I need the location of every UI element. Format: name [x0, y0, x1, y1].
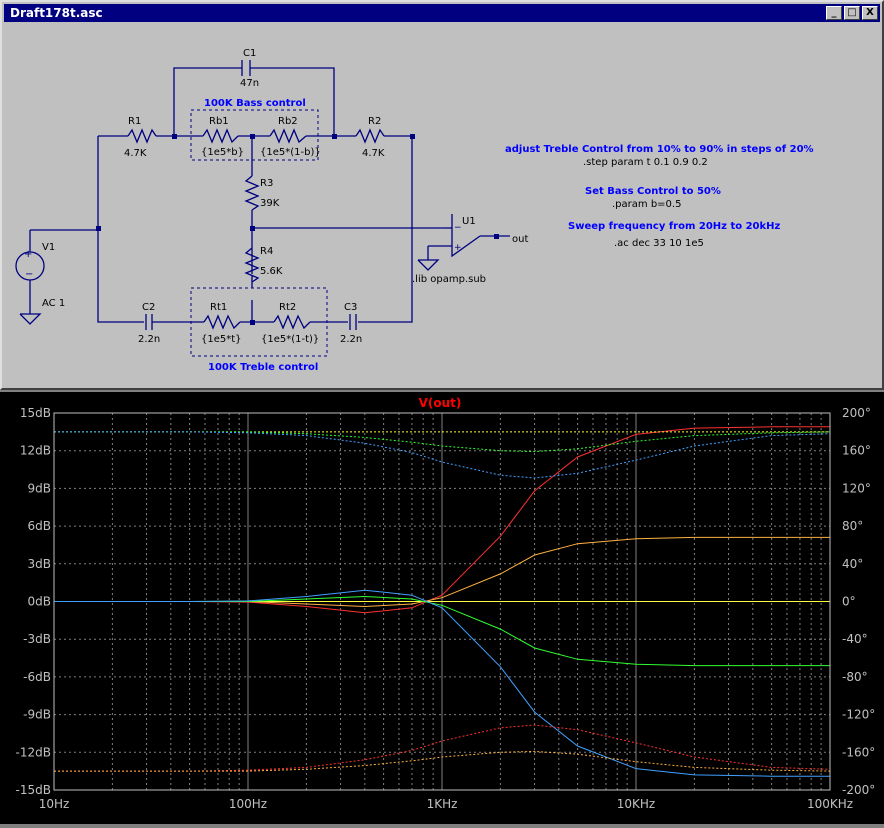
y-tick-label: -6dB: [23, 670, 51, 684]
phase-trace-9[interactable]: [54, 431, 831, 479]
rb1-name: Rb1: [209, 116, 229, 127]
rt1-name: Rt1: [210, 302, 227, 313]
c3-name: C3: [344, 302, 357, 313]
rb2-name: Rb2: [278, 116, 298, 127]
r3-value: 39K: [260, 198, 280, 209]
phase-tick-label: 80°: [842, 519, 863, 533]
bass-note: Set Bass Control to 50%: [585, 186, 721, 197]
bass-control-box: [190, 109, 319, 161]
phase-tick-label: 160°: [842, 444, 871, 458]
magnitude-trace-4[interactable]: [54, 589, 830, 777]
y-axis-ticks: 15dB 12dB 9dB 6dB 3dB 0dB -3dB -6dB -9dB -12dB -15…: [16, 406, 51, 797]
schematic-drawing: + − − + C1 47n R1 4.7K Rb1 {1e5*b} Rb2 {…: [15, 48, 814, 373]
phase-tick-label: -200°: [842, 783, 875, 797]
ac-directive: .ac dec 33 10 1e5: [614, 238, 704, 249]
v1-plus-sign: +: [24, 249, 32, 260]
r3-name: R3: [260, 178, 273, 189]
u1-name: U1: [462, 216, 476, 227]
y-tick-label: -15dB: [16, 783, 51, 797]
opamp-plus-sign: +: [454, 243, 462, 253]
maximize-button[interactable]: □: [844, 6, 860, 20]
step-directive: .step param t 0.1 0.9 0.2: [583, 157, 708, 168]
title-bar[interactable]: Draft178t.asc _ □ X: [4, 4, 880, 22]
y-tick-label: 3dB: [28, 557, 51, 571]
bode-plot[interactable]: V(out) 10Hz 100Hz 1KHz 10KHz 100KHz 15dB 12dB…: [0, 392, 884, 824]
r1-name: R1: [128, 116, 141, 127]
plot-title: V(out): [419, 396, 462, 410]
close-button[interactable]: X: [862, 6, 878, 20]
c3-value: 2.2n: [340, 334, 362, 345]
rt2-name: Rt2: [279, 302, 296, 313]
y-tick-label: 6dB: [28, 519, 51, 533]
plot-frame: [53, 412, 831, 791]
treble-control-box: [190, 287, 328, 357]
c2-value: 2.2n: [138, 334, 160, 345]
phase-tick-label: -120°: [842, 708, 875, 722]
phase-trace-8[interactable]: [54, 431, 831, 453]
sweep-note: Sweep frequency from 20Hz to 20kHz: [568, 221, 781, 232]
x-tick-label: 100KHz: [807, 797, 853, 811]
v1-minus-sign: −: [25, 269, 33, 280]
y-tick-label: 15dB: [20, 406, 51, 420]
phase-tick-label: 40°: [842, 557, 863, 571]
phase-tick-label: -80°: [842, 670, 868, 684]
x-tick-label: 10Hz: [39, 797, 70, 811]
waveform-viewer[interactable]: V(out) 10Hz 100Hz 1KHz 10KHz 100KHz 15dB 12dB…: [0, 392, 884, 824]
r4-value: 5.6K: [260, 266, 283, 277]
plot-traces[interactable]: [54, 426, 831, 777]
y-tick-label: -3dB: [23, 632, 51, 646]
rb2-value: {1e5*(1-b)}: [260, 147, 321, 158]
r1-value: 4.7K: [124, 148, 147, 159]
phase-tick-label: -160°: [842, 745, 875, 759]
v1-name: V1: [42, 242, 55, 253]
v1-value: AC 1: [42, 298, 65, 309]
phase-trace-5[interactable]: [54, 724, 831, 772]
phase-axis-ticks: 200° 160° 120° 80° 40° 0° -40° -80° -120° -160° -2…: [842, 406, 875, 797]
r4-name: R4: [260, 246, 273, 257]
c1-name: C1: [243, 48, 256, 59]
x-tick-label: 1KHz: [427, 797, 458, 811]
phase-tick-label: 0°: [842, 595, 856, 609]
out-net-label: out: [512, 234, 528, 245]
treble-note: adjust Treble Control from 10% to 90% in…: [505, 144, 814, 155]
phase-trace-6[interactable]: [54, 750, 831, 772]
window-title: Draft178t.asc: [10, 6, 103, 20]
r2-name: R2: [368, 116, 381, 127]
x-tick-label: 10KHz: [617, 797, 655, 811]
y-tick-label: 0dB: [28, 595, 51, 609]
phase-tick-label: 200°: [842, 406, 871, 420]
param-directive: .param b=0.5: [612, 199, 681, 210]
y-tick-label: -12dB: [16, 745, 51, 759]
x-tick-label: 100Hz: [229, 797, 267, 811]
junction-dots: [96, 134, 499, 325]
y-tick-label: -9dB: [23, 708, 51, 722]
rb1-value: {1e5*b}: [201, 147, 244, 158]
bass-control-label: 100K Bass control: [204, 98, 306, 109]
schematic-window: Draft178t.asc _ □ X: [0, 0, 884, 390]
phase-tick-label: 120°: [842, 481, 871, 495]
rt1-value: {1e5*t}: [201, 334, 242, 345]
opamp-minus-sign: −: [454, 223, 462, 233]
c1-value: 47n: [240, 78, 259, 89]
rt2-value: {1e5*(1-t)}: [261, 334, 319, 345]
c2-name: C2: [142, 302, 155, 313]
lib-directive: .lib opamp.sub: [412, 274, 486, 285]
y-tick-label: 12dB: [20, 444, 51, 458]
schematic-canvas[interactable]: + − − + C1 47n R1 4.7K Rb1 {1e5*b} Rb2 {…: [8, 24, 880, 388]
x-axis-ticks: 10Hz 100Hz 1KHz 10KHz 100KHz: [39, 797, 853, 811]
r2-value: 4.7K: [362, 148, 385, 159]
y-tick-label: 9dB: [28, 481, 51, 495]
phase-tick-label: -40°: [842, 632, 868, 646]
treble-control-label: 100K Treble control: [208, 362, 318, 373]
minimize-button[interactable]: _: [826, 6, 842, 20]
